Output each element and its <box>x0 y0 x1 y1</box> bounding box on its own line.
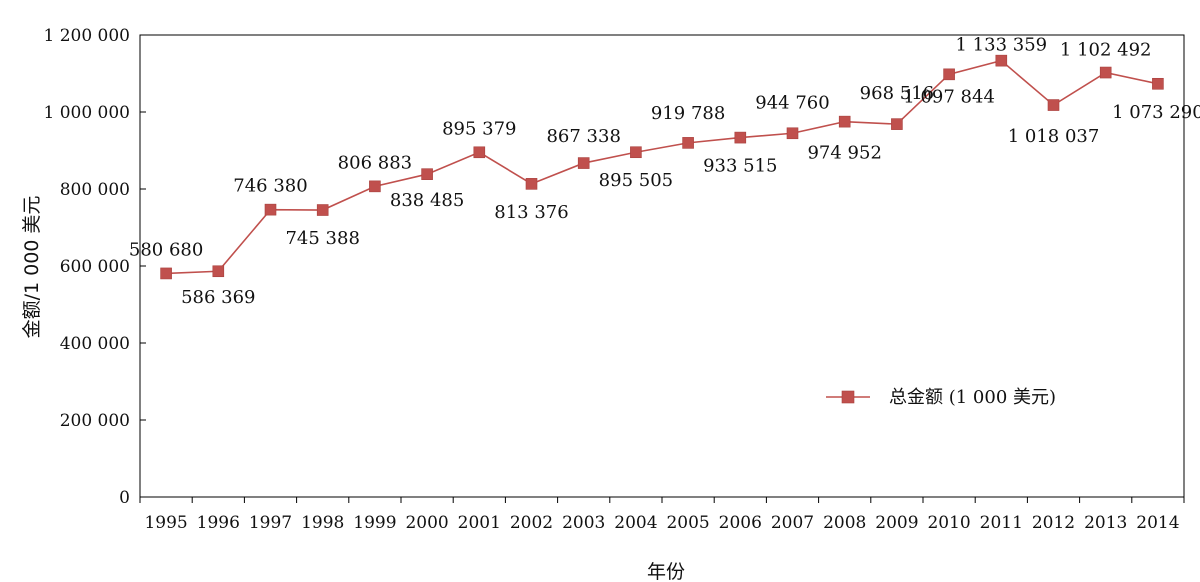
data-label: 1 073 290 <box>1112 102 1200 123</box>
data-point-marker <box>525 178 538 190</box>
data-point-marker <box>943 68 955 81</box>
x-tick-label: 2001 <box>458 513 501 533</box>
data-point-marker <box>421 168 433 180</box>
x-tick-label: 1996 <box>197 513 240 533</box>
legend-marker <box>841 390 855 404</box>
data-label: 1 018 037 <box>1008 126 1100 147</box>
x-tick-label: 2000 <box>405 513 448 533</box>
data-point-marker <box>995 54 1008 67</box>
data-label: 838 485 <box>390 190 464 211</box>
x-tick-label: 2002 <box>510 513 553 533</box>
data-point-marker <box>630 146 642 159</box>
series-line <box>166 59 1159 275</box>
data-label: 895 505 <box>599 170 673 191</box>
data-point-marker <box>786 127 799 140</box>
data-label: 586 369 <box>181 287 255 308</box>
y-axis-ticks: 0 200 000 400 000 600 000 800 000 1 000 000 1 … <box>43 26 146 508</box>
y-tick-label: 400 000 <box>60 334 130 354</box>
data-label: 933 515 <box>703 156 777 177</box>
x-tick-label: 2005 <box>666 513 709 533</box>
y-tick-label: 800 000 <box>60 180 130 200</box>
x-tick-label: 2003 <box>562 513 605 533</box>
x-axis-ticks: 1995 1996 1997 1998 1999 2000 2001 2002 2003 2004… <box>139 497 1185 533</box>
y-tick-label: 600 000 <box>60 257 130 277</box>
x-tick-label: 2008 <box>823 513 866 533</box>
data-label: 867 338 <box>546 126 620 147</box>
data-label: 919 788 <box>651 103 725 124</box>
data-label: 813 376 <box>494 202 568 223</box>
data-point-marker <box>1152 77 1164 90</box>
data-point-marker <box>160 267 172 280</box>
data-label: 895 379 <box>442 118 516 139</box>
y-tick-label: 0 <box>119 488 130 508</box>
data-label: 1 133 359 <box>955 35 1047 56</box>
data-point-marker <box>838 115 851 128</box>
y-axis-title: 金额/1 000 美元 <box>21 196 43 339</box>
series-layer <box>160 54 1164 280</box>
data-label: 746 380 <box>233 176 307 197</box>
x-tick-label: 2011 <box>980 513 1023 533</box>
x-tick-label: 2012 <box>1032 513 1075 533</box>
data-point-marker <box>577 157 590 169</box>
x-tick-label: 1999 <box>353 513 396 533</box>
x-tick-label: 2013 <box>1084 513 1127 533</box>
data-point-marker <box>1047 99 1060 111</box>
y-tick-label: 1 200 000 <box>43 26 130 46</box>
x-tick-label: 2007 <box>771 513 814 533</box>
data-label: 580 680 <box>129 239 203 260</box>
data-point-marker <box>212 265 225 278</box>
data-point-marker <box>734 131 747 144</box>
x-tick-label: 2009 <box>875 513 918 533</box>
legend: 总金额 (1 000 美元) <box>826 387 1056 408</box>
data-label: 968 516 <box>860 83 934 104</box>
data-label: 806 883 <box>338 152 412 173</box>
data-point-marker <box>473 146 486 159</box>
data-point-marker <box>682 137 694 149</box>
data-point-marker <box>369 180 381 193</box>
x-axis-title: 年份 <box>647 561 685 582</box>
data-point-marker <box>1099 66 1112 79</box>
data-label: 745 388 <box>285 228 359 249</box>
data-point-marker <box>264 203 277 216</box>
legend-label: 总金额 (1 000 美元) <box>889 387 1056 408</box>
x-tick-label: 1998 <box>301 513 344 533</box>
data-label: 1 097 844 <box>903 86 995 107</box>
data-point-marker <box>316 204 329 216</box>
x-tick-label: 2004 <box>614 513 657 533</box>
data-label: 944 760 <box>755 92 829 113</box>
x-tick-label: 2010 <box>927 513 970 533</box>
data-label: 974 952 <box>807 143 881 164</box>
x-tick-label: 2014 <box>1136 513 1179 533</box>
y-tick-label: 1 000 000 <box>43 103 130 123</box>
y-tick-label: 200 000 <box>60 411 130 431</box>
x-tick-label: 2006 <box>719 513 762 533</box>
data-labels: 580 680 586 369 746 380 745 388 806 883 838 4… <box>129 35 1200 309</box>
x-tick-label: 1997 <box>249 513 292 533</box>
x-tick-label: 1995 <box>144 513 187 533</box>
data-label: 1 102 492 <box>1060 40 1152 61</box>
data-point-marker <box>891 118 903 130</box>
